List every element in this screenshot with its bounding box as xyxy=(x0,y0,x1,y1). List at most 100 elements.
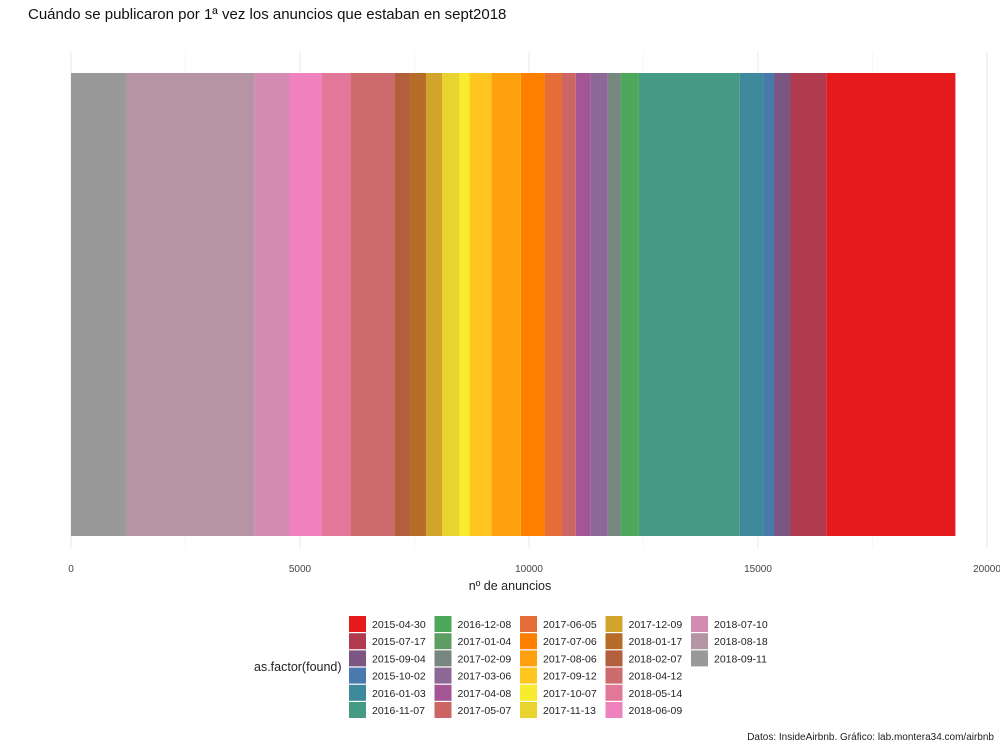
legend-swatch xyxy=(349,633,366,650)
legend-label: 2018-01-17 xyxy=(629,636,683,648)
bar-segment-2015-10-02 xyxy=(763,73,775,536)
bar-segment-2018-02-07 xyxy=(394,73,410,536)
legend-item: 2016-01-03 xyxy=(349,684,426,701)
bar-segment-2018-05-14 xyxy=(321,73,351,536)
legend-swatch xyxy=(520,684,537,701)
bar-segment-2017-07-06 xyxy=(520,73,545,536)
bar-segment-2018-01-17 xyxy=(409,73,426,536)
legend-item: 2016-11-07 xyxy=(349,702,425,718)
legend-swatch xyxy=(520,616,537,632)
x-axis-title: nº de anuncios xyxy=(469,579,551,593)
legend-label: 2018-06-09 xyxy=(629,705,683,717)
bar-segment-2017-03-06 xyxy=(590,73,608,536)
bar-segment-2018-06-09 xyxy=(289,73,322,536)
legend-item: 2018-02-07 xyxy=(605,650,683,667)
legend-item: 2018-04-12 xyxy=(605,667,683,684)
legend-swatch xyxy=(520,633,537,650)
legend-label: 2015-09-04 xyxy=(372,653,426,665)
legend-item: 2017-02-09 xyxy=(434,650,511,667)
bar-segment-2018-07-10 xyxy=(254,73,290,536)
legend-item: 2017-05-07 xyxy=(434,702,512,718)
bar-segment-2016-11-07 xyxy=(638,73,740,536)
legend-item: 2017-10-07 xyxy=(520,684,597,701)
legend-label: 2017-05-07 xyxy=(458,705,512,717)
legend-label: 2017-04-08 xyxy=(458,688,512,700)
legend-item: 2015-09-04 xyxy=(349,650,426,667)
legend-item: 2017-01-04 xyxy=(434,633,512,650)
legend-item: 2016-12-08 xyxy=(434,616,512,632)
legend-swatch xyxy=(605,684,623,701)
legend-swatch xyxy=(434,684,452,701)
bar-segment-2017-12-09 xyxy=(425,73,442,536)
legend-swatch xyxy=(349,650,366,667)
legend-swatch xyxy=(691,650,708,667)
legend-label: 2017-07-06 xyxy=(543,636,597,648)
legend-swatch xyxy=(434,667,452,684)
legend-swatch xyxy=(605,633,623,650)
legend-item: 2015-07-17 xyxy=(349,633,426,650)
legend-label: 2018-08-18 xyxy=(714,636,768,648)
legend-label: 2017-11-13 xyxy=(543,705,596,717)
x-tick-label: 15000 xyxy=(744,564,772,575)
legend-swatch xyxy=(520,667,537,684)
legend-label: 2018-07-10 xyxy=(714,619,768,631)
legend-label: 2016-12-08 xyxy=(458,619,512,631)
x-tick-label: 5000 xyxy=(289,564,312,575)
legend-item: 2017-08-06 xyxy=(520,650,597,667)
bar-segment-2017-04-08 xyxy=(575,73,591,536)
bar-segment-2016-01-03 xyxy=(739,73,764,536)
legend-item: 2018-08-18 xyxy=(691,633,768,650)
legend-label: 2015-07-17 xyxy=(372,636,426,648)
legend-item: 2017-07-06 xyxy=(520,633,597,650)
legend-swatch xyxy=(434,616,452,632)
chart-title: Cuándo se publicaron por 1ª vez los anun… xyxy=(28,6,506,23)
legend-label: 2017-08-06 xyxy=(543,653,597,665)
bar-segment-2017-08-06 xyxy=(491,73,521,536)
legend-label: 2017-12-09 xyxy=(629,619,683,631)
legend-item: 2018-01-17 xyxy=(605,633,683,650)
legend-item: 2017-09-12 xyxy=(520,667,597,684)
bar-segment-2015-09-04 xyxy=(774,73,791,536)
bar-segment-2018-08-18 xyxy=(125,73,255,536)
legend-item: 2017-12-09 xyxy=(605,616,683,632)
legend-item: 2015-10-02 xyxy=(349,667,426,684)
legend-swatch xyxy=(349,616,366,632)
legend-label: 2018-05-14 xyxy=(629,688,683,700)
x-tick-label: 20000 xyxy=(973,564,1000,575)
legend-item: 2018-05-14 xyxy=(605,684,683,701)
x-tick-label: 0 xyxy=(68,564,74,575)
bar-segment-2017-11-13 xyxy=(441,73,460,536)
legend-label: 2015-04-30 xyxy=(372,619,426,631)
legend-item: 2018-06-09 xyxy=(605,702,683,718)
legend-swatch xyxy=(349,684,366,701)
stacked-bar xyxy=(71,73,956,536)
bar-segment-2018-09-11 xyxy=(71,73,126,536)
caption: Datos: InsideAirbnb. Gráfico: lab.monter… xyxy=(747,732,994,743)
legend-swatch xyxy=(434,633,452,650)
legend-label: 2017-01-04 xyxy=(458,636,512,648)
legend-item: 2017-03-06 xyxy=(434,667,512,684)
legend-swatch xyxy=(605,667,623,684)
legend-swatch xyxy=(434,650,452,667)
legend: 2015-04-30 2015-07-17 2015-09-04 2015-10-02… xyxy=(349,616,768,718)
legend-label: 2018-02-07 xyxy=(629,653,683,665)
bar-segment-2015-07-17 xyxy=(790,73,827,536)
legend-item: 2017-04-08 xyxy=(434,684,512,701)
legend-label: 2016-01-03 xyxy=(372,688,426,700)
legend-swatch xyxy=(691,616,708,632)
legend-label: 2016-11-07 xyxy=(372,705,425,717)
legend-item: 2017-11-13 xyxy=(520,702,596,718)
legend-label: 2017-03-06 xyxy=(458,671,512,683)
legend-swatch xyxy=(605,702,623,718)
bar-segment-2017-05-07 xyxy=(561,73,576,536)
legend-swatch xyxy=(520,702,537,718)
legend-label: 2018-04-12 xyxy=(629,671,683,683)
legend-label: 2017-10-07 xyxy=(543,688,597,700)
bar-segment-2015-04-30 xyxy=(826,73,956,536)
bar-segment-2017-10-07 xyxy=(459,73,470,536)
legend-item: 2018-09-11 xyxy=(691,650,767,667)
bar-segment-2017-02-09 xyxy=(607,73,621,536)
legend-swatch xyxy=(691,633,708,650)
legend-label: 2017-06-05 xyxy=(543,619,597,631)
